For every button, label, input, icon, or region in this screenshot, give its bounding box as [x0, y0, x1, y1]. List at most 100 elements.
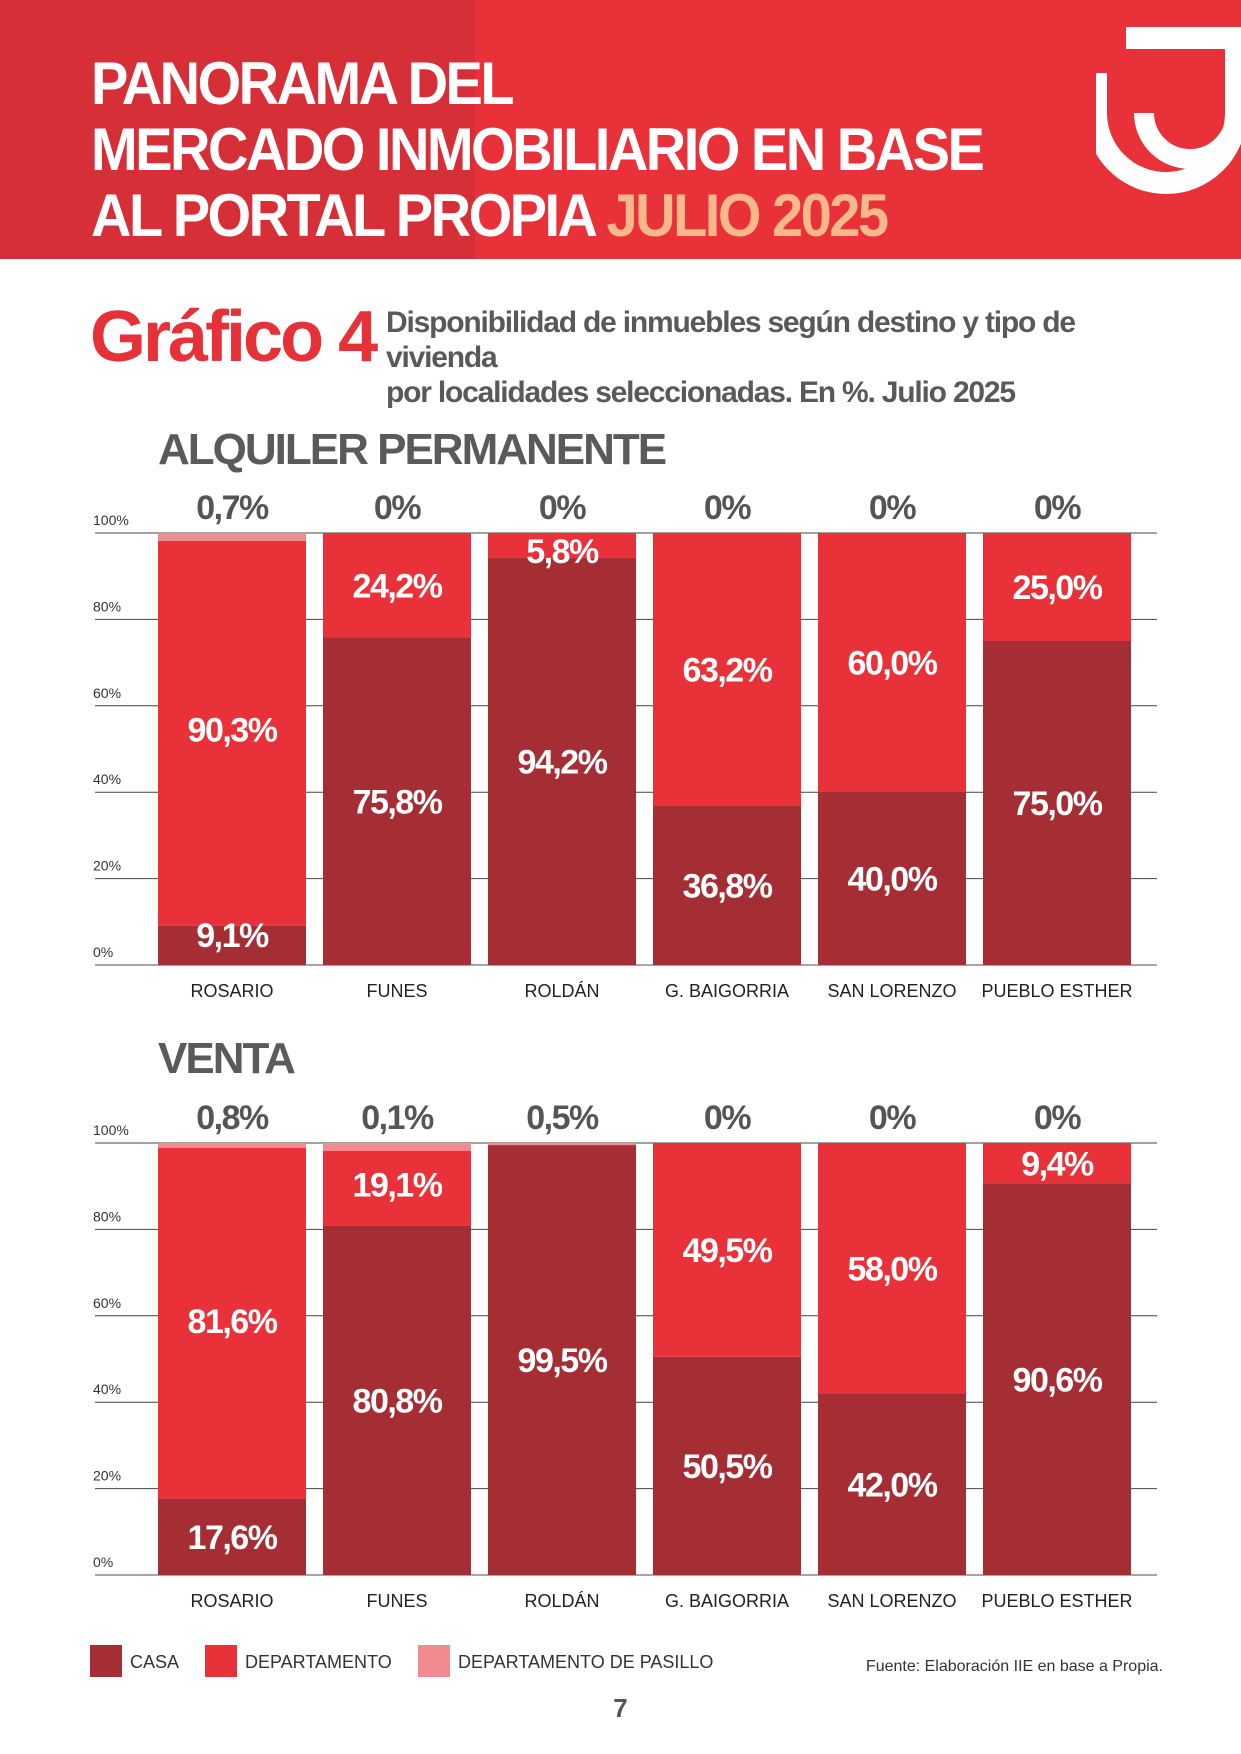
- chart0-category-roldan: ROLDÁN: [524, 981, 599, 1001]
- graphic-description: Disponibilidad de inmuebles según destin…: [386, 305, 1146, 410]
- chart1-bar-pasillo-funes: [323, 1143, 471, 1151]
- chart0-bar-pasillo-rosario: [158, 533, 306, 541]
- graphic-description-line-1: Disponibilidad de inmuebles según destin…: [386, 306, 1076, 374]
- chart0-bar-departamento-roldan: [488, 533, 636, 559]
- chart1-ytick-60: 60%: [93, 1295, 121, 1311]
- report-title-line-2: MERCADO INMOBILIARIO EN BASE: [91, 114, 985, 183]
- chart0-label-departamento-pueblo-esther: 25,0%: [1013, 569, 1103, 607]
- chart0-label-casa-rosario: 9,1%: [196, 917, 269, 955]
- chart0-ytick-20: 20%: [93, 858, 121, 874]
- chart-title-venta: VENTA: [158, 1034, 296, 1083]
- chart1-bar-departamento-san-lorenzo: [818, 1143, 966, 1394]
- chart1-label-casa-funes: 80,8%: [353, 1382, 443, 1420]
- chart1-label-casa-rosario: 17,6%: [188, 1519, 278, 1557]
- chart1-label-casa-pueblo-esther: 90,6%: [1013, 1361, 1103, 1399]
- chart0-label-casa-pueblo-esther: 75,0%: [1013, 785, 1103, 823]
- graphic-label: Gráfico 4: [90, 297, 378, 377]
- chart1-label-pasillo-roldan: 0,5%: [526, 1099, 599, 1137]
- chart0-label-departamento-funes: 24,2%: [353, 567, 443, 605]
- chart1-bar-casa-pueblo-esther: [983, 1183, 1131, 1575]
- report-title-line-1: PANORAMA DEL: [91, 48, 515, 117]
- chart1-label-casa-g-baigorria: 50,5%: [683, 1448, 773, 1486]
- chart1-ytick-40: 40%: [93, 1381, 121, 1397]
- chart0-bar-casa-pueblo-esther: [983, 641, 1131, 965]
- chart0-ytick-0: 0%: [93, 944, 113, 960]
- chart1-bar-casa-funes: [323, 1225, 471, 1575]
- chart1-category-pueblo-esther: PUEBLO ESTHER: [981, 1591, 1132, 1611]
- chart0-label-casa-san-lorenzo: 40,0%: [848, 861, 938, 899]
- legend-label-departamento-pasillo: DEPARTAMENTO DE PASILLO: [458, 1652, 714, 1672]
- chart0-label-casa-g-baigorria: 36,8%: [683, 868, 773, 906]
- chart0-bar-departamento-funes: [323, 533, 471, 638]
- report-title: PANORAMA DEL MERCADO INMOBILIARIO EN BAS…: [91, 48, 985, 248]
- chart1-label-pasillo-rosario: 0,8%: [196, 1099, 269, 1137]
- chart1-bar-departamento-funes: [323, 1143, 471, 1226]
- chart0-label-casa-funes: 75,8%: [353, 783, 443, 821]
- chart0-label-departamento-san-lorenzo: 60,0%: [848, 645, 938, 683]
- chart1-label-departamento-san-lorenzo: 58,0%: [848, 1250, 938, 1288]
- chart1-label-departamento-rosario: 81,6%: [188, 1303, 278, 1341]
- chart0-category-pueblo-esther: PUEBLO ESTHER: [981, 981, 1132, 1001]
- header-banner-left-panel: [0, 0, 475, 259]
- chart1-label-pasillo-funes: 0,1%: [361, 1099, 434, 1137]
- report-title-line-3: AL PORTAL PROPIA JULIO 2025: [91, 182, 982, 248]
- chart1-bar-casa-rosario: [158, 1498, 306, 1575]
- chart0-label-pasillo-g-baigorria: 0%: [704, 489, 751, 527]
- chart0-category-funes: FUNES: [366, 981, 427, 1001]
- chart1-label-casa-roldan: 99,5%: [518, 1342, 608, 1380]
- chart1-label-departamento-funes: 19,1%: [353, 1166, 443, 1204]
- chart0-label-pasillo-funes: 0%: [374, 489, 421, 527]
- chart0-category-rosario: ROSARIO: [190, 981, 273, 1001]
- chart0-bar-departamento-rosario: [158, 533, 306, 926]
- chart-alquiler-permanente: 0% 20% 40% 60% 80% 100% 9,1% 90,3% 0,7% ROSARIO 75…: [93, 489, 1157, 1001]
- chart0-bar-casa-roldan: [488, 558, 636, 965]
- chart1-category-g-baigorria: G. BAIGORRIA: [665, 1591, 789, 1611]
- chart0-label-pasillo-san-lorenzo: 0%: [869, 489, 916, 527]
- legend-swatch-departamento-pasillo: [418, 1645, 450, 1677]
- chart0-label-departamento-roldan: 5,8%: [526, 533, 599, 571]
- report-title-line-3-text: AL PORTAL PROPIA: [91, 180, 596, 249]
- legend-swatch-casa: [90, 1645, 122, 1677]
- source-note: Fuente: Elaboración IIE en base a Propia…: [865, 1658, 1163, 1675]
- brand-logo-icon: [1096, 27, 1241, 194]
- chart0-bar-departamento-san-lorenzo: [818, 533, 966, 793]
- chart0-category-san-lorenzo: SAN LORENZO: [827, 981, 956, 1001]
- chart0-ytick-60: 60%: [93, 685, 121, 701]
- chart1-category-funes: FUNES: [366, 1591, 427, 1611]
- chart0-bar-casa-g-baigorria: [653, 806, 801, 965]
- report-title-date: JULIO 2025: [606, 180, 889, 249]
- chart1-bar-departamento-rosario: [158, 1143, 306, 1499]
- chart1-bar-casa-g-baigorria: [653, 1356, 801, 1575]
- chart0-bar-departamento-pueblo-esther: [983, 533, 1131, 641]
- chart1-label-pasillo-g-baigorria: 0%: [704, 1099, 751, 1137]
- chart1-ytick-100: 100%: [93, 1122, 129, 1138]
- legend-label-departamento: DEPARTAMENTO: [245, 1652, 392, 1672]
- chart1-category-san-lorenzo: SAN LORENZO: [827, 1591, 956, 1611]
- legend-swatch-departamento: [205, 1645, 237, 1677]
- chart0-label-departamento-rosario: 90,3%: [188, 711, 278, 749]
- chart0-bar-departamento-g-baigorria: [653, 533, 801, 807]
- chart0-label-pasillo-roldan: 0%: [539, 489, 586, 527]
- chart1-label-departamento-g-baigorria: 49,5%: [683, 1232, 773, 1270]
- chart1-bar-casa-san-lorenzo: [818, 1393, 966, 1575]
- chart1-category-roldan: ROLDÁN: [524, 1591, 599, 1611]
- chart0-ytick-80: 80%: [93, 598, 121, 614]
- chart1-ytick-20: 20%: [93, 1468, 121, 1484]
- chart1-label-pasillo-pueblo-esther: 0%: [1034, 1099, 1081, 1137]
- chart0-label-pasillo-rosario: 0,7%: [196, 489, 269, 527]
- chart-title-alquiler: ALQUILER PERMANENTE: [158, 425, 667, 474]
- chart1-category-rosario: ROSARIO: [190, 1591, 273, 1611]
- chart1-ytick-0: 0%: [93, 1554, 113, 1570]
- page-number: 7: [613, 1693, 628, 1723]
- chart0-ytick-100: 100%: [93, 512, 129, 528]
- chart0-category-g-baigorria: G. BAIGORRIA: [665, 981, 789, 1001]
- chart1-ytick-80: 80%: [93, 1208, 121, 1224]
- chart1-bar-departamento-pueblo-esther: [983, 1143, 1131, 1184]
- chart0-label-casa-roldan: 94,2%: [518, 744, 608, 782]
- header-banner: PANORAMA DEL MERCADO INMOBILIARIO EN BAS…: [0, 0, 1241, 259]
- graphic-description-line-2: por localidades seleccionadas. En %. Jul…: [386, 376, 1016, 409]
- chart1-label-pasillo-san-lorenzo: 0%: [869, 1099, 916, 1137]
- chart0-bar-casa-san-lorenzo: [818, 792, 966, 965]
- chart0-ytick-40: 40%: [93, 771, 121, 787]
- chart1-label-departamento-pueblo-esther: 9,4%: [1021, 1145, 1094, 1183]
